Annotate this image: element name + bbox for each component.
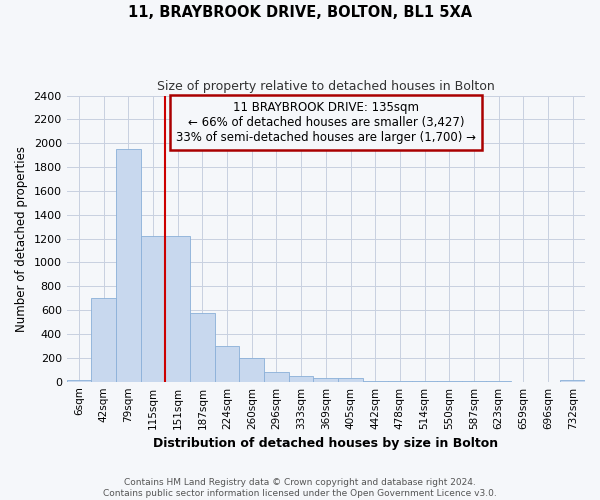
- X-axis label: Distribution of detached houses by size in Bolton: Distribution of detached houses by size …: [153, 437, 499, 450]
- Bar: [190, 313, 215, 382]
- Y-axis label: Number of detached properties: Number of detached properties: [15, 146, 28, 332]
- Title: Size of property relative to detached houses in Bolton: Size of property relative to detached ho…: [157, 80, 495, 93]
- Bar: [116, 149, 141, 382]
- Bar: [289, 376, 313, 382]
- Bar: [239, 358, 264, 382]
- Text: 11, BRAYBROOK DRIVE, BOLTON, BL1 5XA: 11, BRAYBROOK DRIVE, BOLTON, BL1 5XA: [128, 5, 472, 20]
- Bar: [363, 381, 388, 382]
- Bar: [264, 372, 289, 382]
- Bar: [215, 346, 239, 382]
- Text: 11 BRAYBROOK DRIVE: 135sqm
← 66% of detached houses are smaller (3,427)
33% of s: 11 BRAYBROOK DRIVE: 135sqm ← 66% of deta…: [176, 102, 476, 144]
- Bar: [437, 381, 461, 382]
- Bar: [412, 381, 437, 382]
- Bar: [67, 380, 91, 382]
- Bar: [388, 381, 412, 382]
- Bar: [166, 236, 190, 382]
- Bar: [313, 378, 338, 382]
- Bar: [91, 298, 116, 382]
- Bar: [141, 236, 166, 382]
- Bar: [338, 378, 363, 382]
- Text: Contains HM Land Registry data © Crown copyright and database right 2024.
Contai: Contains HM Land Registry data © Crown c…: [103, 478, 497, 498]
- Bar: [560, 380, 585, 382]
